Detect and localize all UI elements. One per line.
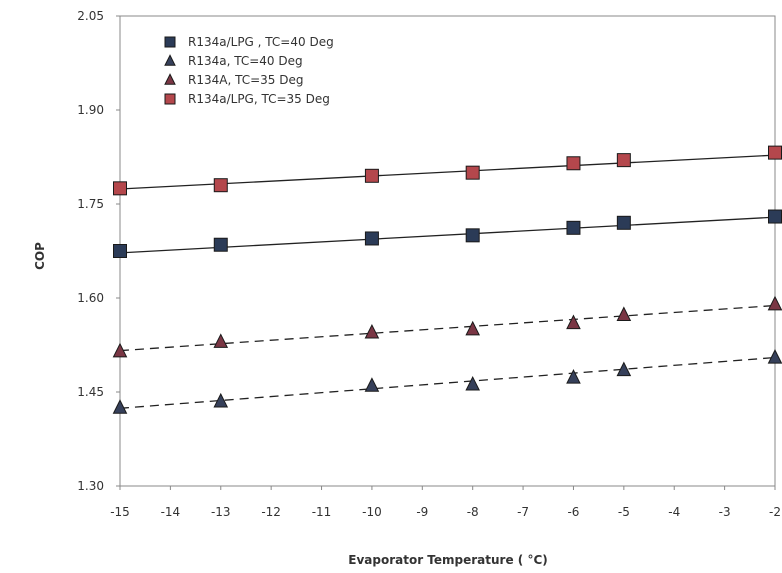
x-tick-label: -3 [719,505,731,519]
data-point [112,399,128,414]
data-point [465,228,480,243]
x-tick-label: -2 [769,505,781,519]
data-point [616,306,632,321]
x-tick-label: -10 [362,505,382,519]
y-axis-title: COP [33,242,47,270]
trend-line [119,216,776,254]
data-point [213,178,228,193]
legend-label: R134A, TC=35 Deg [188,73,303,87]
data-point [616,153,631,168]
data-point [566,314,581,330]
data-point [213,392,229,408]
x-tick-label: -14 [161,505,181,519]
x-tick-label: -4 [668,505,680,519]
data-point [616,215,631,230]
data-point [616,361,632,377]
x-axis-title: Evaporator Temperature ( °C) [348,553,548,567]
data-point [213,237,228,252]
y-tick-label: 1.90 [77,103,104,117]
x-axis-ticks: -15 -14 -13 -12 -11 -10 -9 -8 -7 -6 -5 -4 -3 -2 [110,486,781,519]
legend-label: R134a/LPG, TC=35 Deg [188,92,330,106]
x-tick-label: -6 [567,505,579,519]
data-point [566,156,581,171]
y-axis-ticks: 1.30 1.45 1.60 1.75 1.90 2.05 [77,9,120,493]
legend-label: R134a, TC=40 Deg [188,54,303,68]
data-point [767,349,782,364]
y-tick-label: 1.45 [77,385,104,399]
data-point [566,220,581,235]
x-tick-label: -8 [467,505,479,519]
legend: R134a/LPG , TC=40 Deg R134a, TC=40 Deg R13… [164,35,334,106]
data-point [112,342,128,358]
legend-marker [164,73,176,85]
data-point [364,323,380,339]
data-point [213,333,229,348]
x-tick-label: -9 [416,505,428,519]
data-point [113,181,127,196]
x-tick-label: -12 [261,505,281,519]
trend-line [119,304,776,352]
trend-line [119,356,776,409]
y-tick-label: 2.05 [77,9,104,23]
trend-line [119,154,776,190]
data-points [112,145,782,414]
data-point [465,320,481,336]
y-tick-label: 1.30 [77,479,104,493]
data-point [768,145,782,160]
legend-marker [164,36,176,48]
y-tick-label: 1.75 [77,197,104,211]
data-point [566,369,581,384]
trend-lines [119,154,776,409]
x-tick-label: -15 [110,505,130,519]
legend-label: R134a/LPG , TC=40 Deg [188,35,334,49]
legend-marker [164,93,176,105]
data-point [465,375,481,391]
data-point [364,377,380,392]
data-point [465,165,480,180]
x-tick-label: -11 [312,505,332,519]
x-tick-label: -5 [618,505,630,519]
data-point [364,168,379,183]
legend-marker [164,54,176,66]
y-tick-label: 1.60 [77,291,104,305]
x-tick-label: -13 [211,505,231,519]
data-point [768,209,782,224]
x-tick-label: -7 [517,505,529,519]
data-point [113,244,127,258]
data-point [364,231,379,246]
data-point [767,295,782,311]
